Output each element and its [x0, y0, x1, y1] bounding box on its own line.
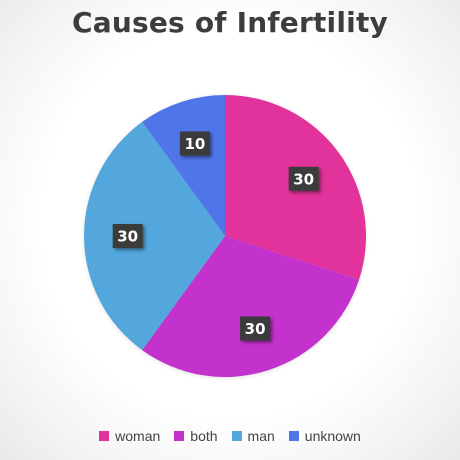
data-label-both: 30 [240, 316, 271, 341]
data-label-text: 30 [117, 228, 138, 246]
legend-label: unknown [304, 428, 361, 444]
legend-swatch [231, 431, 242, 441]
legend-swatch [288, 431, 299, 441]
legend-item-woman: woman [99, 428, 160, 444]
data-label-text: 10 [184, 135, 205, 153]
legend-label: man [247, 428, 275, 444]
chart-legend: woman both man unknown [0, 428, 460, 444]
data-label-box [112, 224, 143, 248]
data-label-text: 30 [293, 170, 314, 188]
legend-swatch [99, 431, 110, 441]
legend-item-both: both [174, 428, 218, 444]
legend-item-man: man [231, 428, 275, 444]
data-label-box [240, 316, 271, 341]
pie-slice-both [142, 236, 360, 378]
legend-label: woman [115, 428, 161, 444]
data-label-box [179, 131, 210, 156]
pie-data-labels: 30 30 30 10 [112, 131, 319, 341]
legend-swatch [174, 431, 185, 441]
pie-slice-man [83, 121, 225, 351]
chart-title: Causes of Infertility [72, 6, 388, 39]
data-label-man: 30 [112, 224, 143, 248]
legend-item-unknown: unknown [288, 428, 361, 444]
pie-slice-unknown [142, 95, 225, 236]
data-label-box [288, 166, 319, 191]
legend-label: both [190, 428, 218, 444]
data-label-text: 30 [245, 320, 266, 338]
data-label-unknown: 10 [179, 131, 210, 156]
data-label-woman: 30 [288, 166, 319, 191]
